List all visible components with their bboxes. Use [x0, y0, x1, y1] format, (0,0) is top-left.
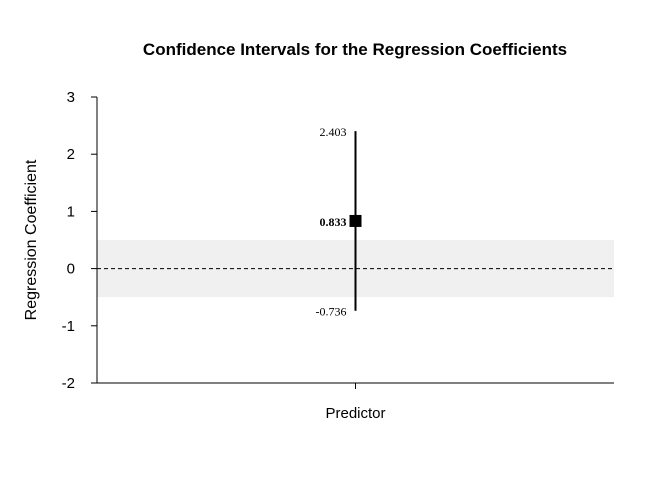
y-tick-label: 2: [67, 146, 75, 163]
chart-title: Confidence Intervals for the Regression …: [143, 40, 567, 59]
confidence-intervals: 2.403 0.833 -0.736: [316, 125, 362, 319]
x-axis-ticks: Predictor: [325, 383, 386, 422]
y-tick-label: 0: [67, 261, 75, 278]
estimate-marker: [349, 214, 362, 227]
lower-bound-label: -0.736: [316, 305, 347, 319]
y-tick-label: 1: [67, 203, 75, 220]
y-tick-label: 3: [67, 89, 75, 106]
estimate-label: 0.833: [320, 215, 347, 229]
y-tick-label: -2: [62, 375, 75, 392]
x-tick-label: Predictor: [325, 405, 385, 422]
y-axis-ticks: -2 -1 0 1 2 3: [62, 89, 97, 392]
y-tick-label: -1: [62, 318, 75, 335]
upper-bound-label: 2.403: [320, 125, 347, 139]
y-axis-label: Regression Coefficient: [23, 159, 40, 320]
